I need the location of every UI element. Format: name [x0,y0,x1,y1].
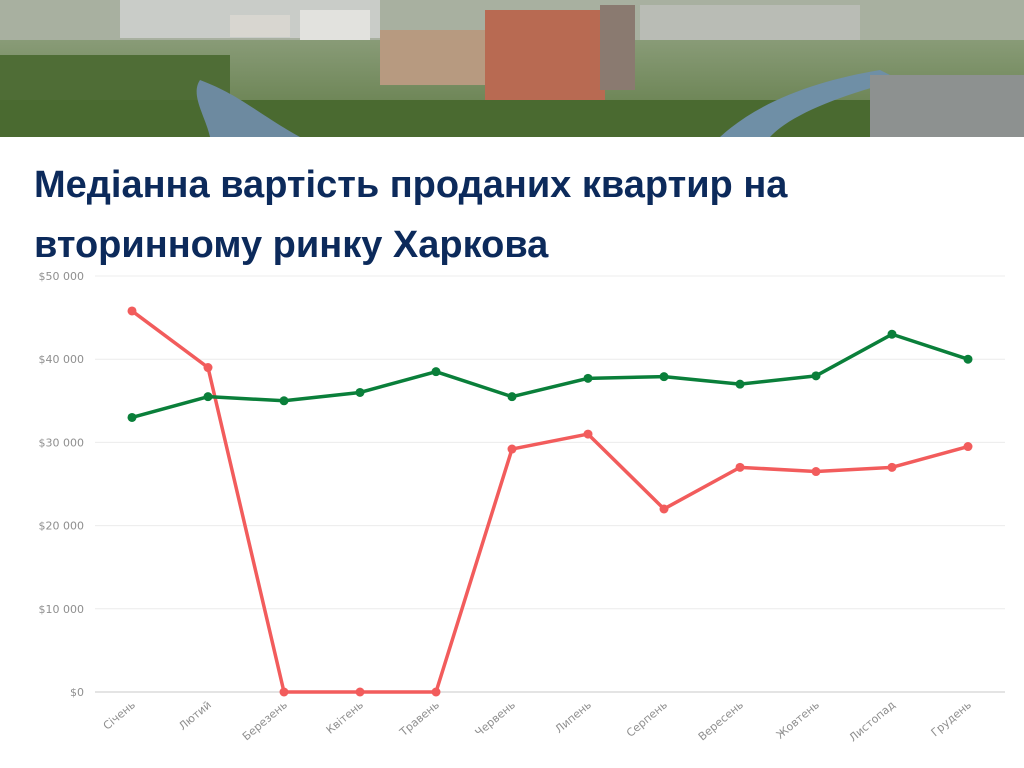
data-point [355,687,365,697]
data-point [279,396,289,406]
y-tick-label: $40 000 [39,353,85,366]
data-point [811,467,821,477]
data-point [735,379,745,389]
data-point [659,504,669,514]
x-tick-label: Серпень [624,698,670,740]
data-point [811,371,821,381]
data-point [431,687,441,697]
x-tick-label: Жовтень [774,698,822,741]
x-tick-label: Квітень [324,698,366,736]
data-point [127,306,137,316]
series-line [130,332,970,420]
data-point [279,687,289,697]
line-chart: $0 $10 000 $20 000 $30 000 $40 000 $50 000 Січ… [39,270,1005,744]
x-tick-label: Грудень [929,698,974,739]
x-tick-label: Березень [240,698,290,743]
x-tick-label: Травень [397,698,442,739]
data-point [127,412,137,422]
data-point [963,354,973,364]
city-photo-banner [0,0,1024,137]
data-point [583,373,593,383]
data-point [355,387,365,397]
y-tick-label: $30 000 [39,436,85,449]
x-tick-label: Червень [473,698,518,739]
y-tick-label: $10 000 [39,603,85,616]
data-point [507,392,517,402]
data-point [203,392,213,402]
y-tick-label: $50 000 [39,270,85,283]
x-tick-label: Лютий [176,698,214,733]
data-point [963,442,973,452]
data-point [887,329,897,339]
x-tick-label: Вересень [696,698,746,743]
page-title: Медіанна вартість проданих квартир на вт… [34,164,788,266]
data-point [507,444,517,454]
series-line [130,309,970,694]
data-point [583,429,593,439]
x-tick-label: Липень [553,698,594,736]
data-point [887,462,897,472]
x-tick-label: Листопад [847,698,899,744]
data-point [203,363,213,373]
data-point [431,367,441,377]
y-tick-label: $0 [70,686,84,699]
data-point [735,462,745,472]
x-tick-label: Січень [101,698,138,732]
data-point [659,372,669,382]
y-tick-label: $20 000 [39,520,85,533]
